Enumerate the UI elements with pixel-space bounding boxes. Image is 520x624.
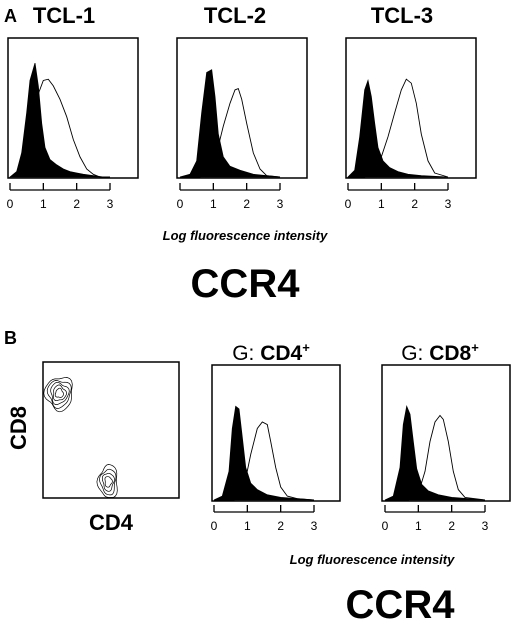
tcl3-x-tick-label: 3	[445, 197, 452, 211]
tcl2-x-tick-label: 1	[210, 197, 217, 211]
panel-b-xaxis-label: Log fluorescence intensity	[290, 552, 455, 567]
dotplot-ylabel: CD8	[6, 406, 31, 450]
dotplot-frame	[42, 361, 180, 499]
panel-b-letter: B	[4, 328, 17, 348]
gcd8-x-tick-label: 2	[448, 519, 455, 533]
tcl2-x-tick-label: 2	[243, 197, 250, 211]
tcl1-histogram: 0 1 2 3	[7, 37, 139, 211]
tcl2-x-tick-label: 0	[177, 197, 184, 211]
tcl2-histogram: 0 1 2 3	[176, 37, 308, 211]
tcl3-x-tick-label: 1	[378, 197, 385, 211]
gcd4-x-tick-label: 1	[244, 519, 251, 533]
tcl3-x-tick-label: 2	[411, 197, 418, 211]
gate-cd4-prefix: G:	[232, 342, 260, 365]
gate-cd8-sup: +	[471, 340, 479, 355]
tcl1-stained-curve	[9, 78, 110, 178]
tcl2-title: TCL-2	[204, 3, 266, 28]
gate-cd4-sup: +	[302, 340, 310, 355]
gcd8-histogram: 0 1 2 3	[381, 364, 511, 533]
panel-b-marker-label: CCR4	[346, 583, 456, 624]
dotplot-contour	[101, 472, 115, 492]
gcd8-stained-curve	[385, 414, 486, 501]
dotplot-contour	[46, 380, 72, 409]
dotplot-contour	[50, 381, 70, 405]
panel-a-marker-label: CCR4	[191, 262, 301, 306]
gcd8-x-tick-label: 3	[482, 519, 489, 533]
dotplot-contour	[43, 377, 73, 413]
panel-a-letter: A	[4, 6, 17, 26]
tcl1-title: TCL-1	[33, 3, 95, 28]
tcl2-stained-curve	[180, 88, 281, 178]
gate-cd4-title: G: CD4+	[232, 340, 310, 365]
dotplot-contour	[96, 464, 118, 498]
gcd4-stained-curve	[214, 421, 315, 501]
tcl1-x-tick-label: 3	[107, 197, 114, 211]
gcd4-x-tick-label: 0	[211, 519, 218, 533]
gcd8-isotype-area	[384, 405, 486, 501]
gcd8-x-tick-label: 1	[415, 519, 422, 533]
tcl2-x-tick-label: 3	[277, 197, 284, 211]
tcl1-x-tick-label: 1	[40, 197, 47, 211]
tcl3-stained-curve	[348, 78, 449, 178]
cd4-cd8-dotplot	[42, 361, 180, 499]
gcd4-x-tick-label: 2	[277, 519, 284, 533]
tcl1-x-tick-label: 0	[7, 197, 14, 211]
tcl2-isotype-area	[179, 69, 281, 178]
tcl1-isotype-area	[8, 62, 110, 178]
tcl1-x-tick-label: 2	[73, 197, 80, 211]
gate-cd8-title: G: CD8+	[401, 340, 479, 365]
gate-cd4-name: CD4	[260, 342, 302, 365]
gcd8-x-tick-label: 0	[382, 519, 389, 533]
dotplot-contour	[99, 468, 117, 496]
gcd4-isotype-area	[213, 405, 315, 501]
dotplot-contour	[53, 384, 67, 401]
tcl3-x-tick-label: 0	[345, 197, 352, 211]
dotplot-xlabel: CD4	[89, 510, 134, 535]
tcl3-histogram: 0 1 2 3	[345, 37, 477, 211]
panel-a-xaxis-label: Log fluorescence intensity	[163, 228, 328, 243]
tcl3-isotype-area	[347, 79, 449, 178]
tcl2-frame	[176, 37, 308, 179]
dotplot-contour	[54, 387, 64, 398]
gcd4-x-tick-label: 3	[311, 519, 318, 533]
gate-cd8-prefix: G:	[401, 342, 429, 365]
dotplot-contour	[104, 476, 113, 488]
gate-cd8-name: CD8	[429, 342, 471, 365]
gcd4-histogram: 0 1 2 3	[211, 364, 341, 533]
tcl3-title: TCL-3	[371, 3, 433, 28]
